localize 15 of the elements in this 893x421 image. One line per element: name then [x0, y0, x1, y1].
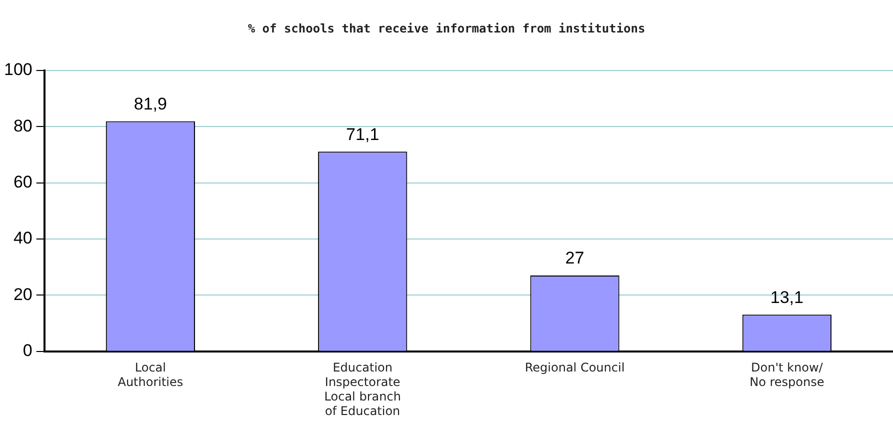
data-label: 27 — [565, 248, 584, 268]
data-label: 13,1 — [770, 288, 804, 307]
y-tick-label: 20 — [13, 284, 32, 304]
chart-title: % of schools that receive information from institutions — [248, 21, 646, 36]
y-tick-label: 40 — [13, 228, 32, 248]
y-tick-label: 60 — [13, 172, 32, 192]
y-tick-label: 80 — [13, 116, 32, 136]
x-tick-label: Local Authorities — [118, 360, 184, 390]
y-tick-label: 100 — [4, 60, 32, 80]
x-tick-label: Don't know/ No response — [750, 360, 824, 390]
data-label: 71,1 — [346, 124, 380, 144]
x-tick-label: Education Inspectorate Local branch of Education — [324, 360, 401, 418]
y-tick-label: 0 — [22, 341, 32, 360]
x-tick-label: Regional Council — [524, 360, 625, 375]
data-label: 81,9 — [134, 94, 167, 114]
